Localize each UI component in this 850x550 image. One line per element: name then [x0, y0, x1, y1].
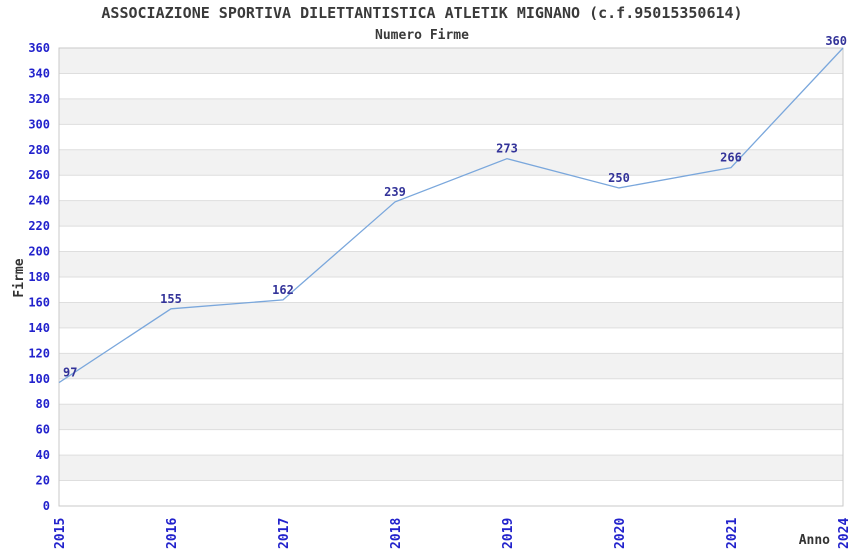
series-line-path	[58, 47, 844, 384]
plot-band	[59, 251, 843, 277]
data-label: 239	[384, 185, 406, 199]
plot-band	[59, 404, 843, 430]
y-axis-ticks: 0 20 40 60 80 100 120 140 160 180 200 220 240 260 280 3…	[28, 41, 50, 513]
x-tick-label: 2020	[613, 518, 628, 549]
y-tick-label: 0	[43, 499, 50, 513]
y-tick-label: 180	[28, 270, 50, 284]
plot-band	[59, 455, 843, 481]
series-group	[58, 47, 844, 384]
y-tick-label: 20	[36, 474, 50, 488]
y-tick-label: 360	[28, 41, 50, 55]
plot-band	[59, 73, 843, 99]
data-label: 97	[63, 366, 77, 380]
plot-band	[59, 378, 843, 405]
y-tick-label: 300	[28, 117, 50, 131]
y-tick-label: 320	[28, 92, 50, 106]
plot-band	[59, 302, 843, 328]
y-tick-label: 40	[36, 448, 50, 462]
plot-band	[59, 226, 843, 252]
plot-band	[59, 277, 843, 303]
y-tick-label: 60	[36, 423, 50, 437]
y-axis-title: Firme	[12, 258, 27, 297]
plot-band	[59, 48, 843, 74]
data-label: 273	[496, 142, 518, 156]
x-axis-title: Anno	[799, 533, 830, 548]
x-tick-label: 2018	[389, 518, 404, 549]
plot-band	[59, 124, 843, 150]
plot-border	[58, 47, 844, 507]
chart-subtitle: Numero Firme	[375, 28, 469, 43]
y-tick-label: 200	[28, 245, 50, 259]
data-label: 155	[160, 292, 182, 306]
plot-band	[59, 175, 843, 201]
plot-band	[59, 327, 843, 354]
x-tick-label: 2024	[837, 518, 850, 549]
y-tick-label: 160	[28, 295, 50, 309]
y-tick-label: 100	[28, 372, 50, 386]
x-tick-label: 2016	[165, 518, 180, 549]
x-tick-label: 2019	[501, 518, 516, 549]
y-tick-label: 220	[28, 219, 50, 233]
y-tick-label: 120	[28, 346, 50, 360]
data-label: 162	[272, 283, 294, 297]
y-tick-label: 340	[28, 66, 50, 80]
data-label: 266	[720, 151, 742, 165]
plot-band	[59, 98, 843, 125]
plot-bands	[59, 48, 843, 506]
plot-band	[59, 480, 843, 506]
plot-band	[59, 353, 843, 379]
data-labels: 97 155 162 239 273 250 266 360	[63, 34, 847, 380]
chart-title: ASSOCIAZIONE SPORTIVA DILETTANTISTICA AT…	[101, 4, 742, 22]
x-tick-label: 2021	[725, 518, 740, 549]
y-tick-label: 280	[28, 143, 50, 157]
plot-band	[59, 200, 843, 227]
data-label: 250	[608, 171, 630, 185]
y-tick-label: 240	[28, 194, 50, 208]
plot-band	[59, 429, 843, 456]
x-tick-label: 2017	[277, 518, 292, 549]
gridlines	[59, 72, 843, 482]
y-tick-label: 140	[28, 321, 50, 335]
x-tick-label: 2015	[53, 518, 68, 549]
y-tick-label: 80	[36, 397, 50, 411]
x-axis-ticks: 2015 2016 2017 2018 2019 2020 2021 2024	[53, 518, 850, 549]
y-tick-label: 260	[28, 168, 50, 182]
data-label: 360	[825, 34, 847, 48]
